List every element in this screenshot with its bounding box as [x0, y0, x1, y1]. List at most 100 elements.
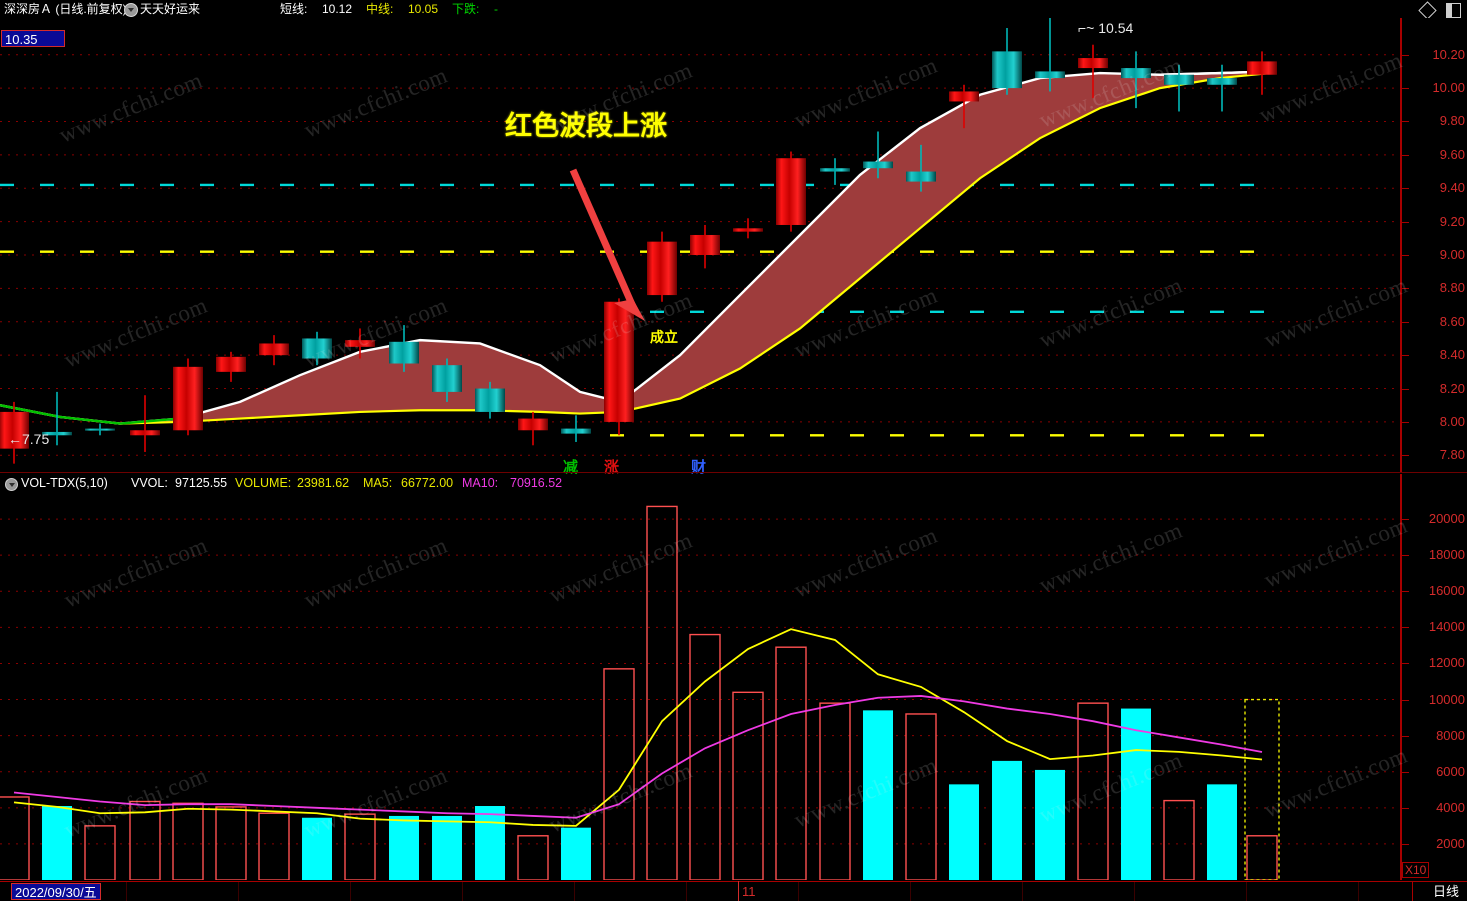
price-axis-tick	[1402, 421, 1409, 423]
status-tick	[1246, 882, 1247, 901]
price-axis-label: 8.20	[1439, 380, 1465, 396]
price-axis-label: 9.20	[1439, 213, 1465, 229]
volume-value: 23981.62	[297, 476, 350, 490]
volume-axis-label: 14000	[1428, 619, 1465, 635]
volume-chart-svg	[0, 505, 1400, 880]
price-chart-panel[interactable]	[0, 18, 1400, 472]
chart-header: 深深房Ａ (日线.前复权) 天天好运来 短线: 10.12 中线: 10.05 …	[0, 0, 1467, 21]
vvol-label: VVOL:	[131, 476, 168, 490]
price-axis-label: 9.80	[1439, 113, 1465, 129]
status-tick	[686, 882, 687, 901]
volume-multiplier-chip: X10	[1402, 862, 1430, 878]
status-date: 2022/09/30/五	[11, 883, 101, 900]
price-axis-tick	[1402, 188, 1409, 190]
volume-indicator-name[interactable]: VOL-TDX(5,10)	[21, 476, 108, 490]
trend-value: -	[494, 2, 498, 16]
status-month-marker: 11	[738, 881, 756, 901]
volume-axis-label: 18000	[1428, 547, 1465, 563]
short-line-value: 10.12	[322, 2, 353, 16]
price-axis-label: 8.60	[1439, 313, 1465, 329]
panel-divider	[0, 472, 1467, 473]
volume-axis-label: 12000	[1428, 655, 1465, 671]
price-axis-tick	[1402, 321, 1409, 323]
mid-line-label: 中线:	[366, 2, 394, 16]
price-axis-tick	[1402, 355, 1409, 357]
volume-chart-panel[interactable]	[0, 492, 1400, 880]
volume-axis-tick	[1402, 519, 1409, 521]
volume-axis-label: 4000	[1436, 799, 1465, 815]
status-tick	[238, 882, 239, 901]
status-tick	[574, 882, 575, 901]
status-tick	[462, 882, 463, 901]
volume-axis-label: 10000	[1428, 691, 1465, 707]
volume-axis-label: 16000	[1428, 583, 1465, 599]
price-axis-label: 8.80	[1439, 280, 1465, 296]
bottom-mark-rise[interactable]: 涨	[604, 458, 620, 476]
header-icon-group	[1412, 1, 1461, 21]
ma5-value: 66772.00	[401, 476, 454, 490]
status-period[interactable]: 日线	[1432, 884, 1459, 899]
price-axis-label: 9.40	[1439, 180, 1465, 196]
volume-axis-tick	[1402, 699, 1409, 701]
price-axis-tick	[1402, 288, 1409, 290]
cursor-price-label: 10.35	[1, 30, 65, 47]
status-tick	[910, 882, 911, 901]
price-axis-label: 8.40	[1439, 347, 1465, 363]
mid-line-value: 10.05	[408, 2, 439, 16]
bottom-mark-reduce[interactable]: 减	[563, 458, 579, 476]
price-axis-tick	[1402, 388, 1409, 390]
signal-label: 成立	[650, 330, 678, 346]
price-axis-label: 10.00	[1432, 80, 1465, 96]
price-axis-tick	[1402, 121, 1409, 123]
low-price-marker: ←7.75	[8, 431, 50, 447]
volume-axis: 2000 4000 6000 8000 10000 12000 14000 16000 1800…	[1400, 474, 1467, 880]
price-axis-label: 8.00	[1439, 413, 1465, 429]
price-axis-tick	[1402, 54, 1409, 56]
volume-axis-tick	[1402, 591, 1409, 593]
vvol-value: 97125.55	[175, 476, 228, 490]
short-line-label: 短线:	[280, 2, 308, 16]
volume-axis-tick	[1402, 627, 1409, 629]
panel-layout-icon[interactable]	[1446, 3, 1461, 19]
price-axis-tick	[1402, 255, 1409, 256]
volume-axis-tick	[1402, 771, 1409, 773]
price-axis-label: 9.60	[1439, 146, 1465, 162]
ma10-label: MA10:	[462, 476, 499, 490]
volume-label: VOLUME:	[235, 476, 292, 490]
price-axis: 7.80 8.00 8.20 8.40 8.60 8.80 9.00 9.20 9.40 9.60…	[1400, 18, 1467, 472]
trend-label: 下跌:	[452, 2, 480, 16]
chevron-down-circle-icon[interactable]	[124, 3, 138, 17]
stock-title[interactable]: 深深房Ａ (日线.前复权)	[4, 2, 127, 16]
strategy-name[interactable]: 天天好运来	[140, 2, 201, 16]
status-bar: 2022/09/30/五 11 日线	[0, 881, 1467, 901]
status-tick	[1134, 882, 1135, 901]
volume-header: VOL-TDX(5,10) VVOL: 97125.55 VOLUME: 239…	[0, 475, 1400, 492]
ma5-label: MA5:	[363, 476, 393, 490]
price-axis-tick	[1402, 88, 1409, 90]
price-axis-label: 9.00	[1439, 247, 1465, 262]
price-chart-svg	[0, 18, 1400, 464]
volume-axis-label: 20000	[1428, 511, 1465, 527]
price-axis-tick	[1402, 455, 1409, 457]
ma10-value: 70916.52	[510, 476, 563, 490]
volume-axis-tick	[1402, 663, 1409, 665]
status-tick	[1022, 882, 1023, 901]
price-axis-label: 10.20	[1432, 46, 1465, 62]
status-tick	[126, 882, 127, 901]
volume-axis-label: 8000	[1436, 727, 1465, 743]
annotation-label: 红色波段上涨	[505, 111, 667, 142]
volume-axis-tick	[1402, 555, 1409, 557]
status-tick	[798, 882, 799, 901]
volume-axis-label: 2000	[1436, 835, 1465, 851]
chevron-down-circle-icon-volume[interactable]	[5, 478, 18, 491]
high-price-marker: ⌐~ 10.54	[1078, 20, 1134, 36]
status-tick	[1358, 882, 1359, 901]
volume-axis-tick	[1402, 843, 1409, 845]
price-axis-label: 7.80	[1439, 447, 1465, 463]
status-tick	[350, 882, 351, 901]
bottom-mark-wealth[interactable]: 财	[691, 458, 707, 476]
volume-axis-label: 6000	[1436, 763, 1465, 779]
volume-axis-tick	[1402, 735, 1409, 737]
volume-axis-tick	[1402, 807, 1409, 809]
